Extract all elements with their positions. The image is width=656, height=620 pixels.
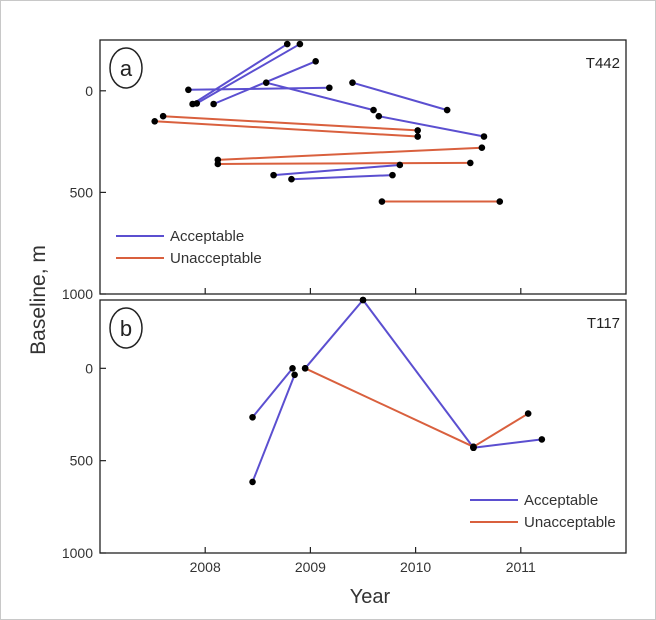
acquisition-point <box>349 79 356 86</box>
acquisition-point <box>467 159 474 167</box>
acceptable-pair-line <box>473 438 542 449</box>
unacceptable-pair-line <box>472 412 529 448</box>
plot-layer: 0 500 1000 a T442 Acceptable Unacceptable 0 500 1… <box>62 39 627 575</box>
acceptable-pair-line <box>304 299 364 369</box>
acquisition-point <box>480 133 488 140</box>
panel-label: a <box>120 56 133 81</box>
acquisition-point <box>270 171 277 179</box>
unacceptable-pair-line <box>154 120 418 138</box>
acquisition-point <box>185 86 192 94</box>
acquisition-point <box>375 112 383 120</box>
y-tick-label: 0 <box>85 360 93 376</box>
panel-label-badge <box>109 47 143 89</box>
x-tick-label: 2008 <box>190 559 221 575</box>
acquisition-point <box>496 198 504 205</box>
acquisition-point <box>538 436 546 443</box>
panel-label: b <box>120 316 132 341</box>
acquisition-point <box>289 365 296 372</box>
acceptable-pair-line <box>188 86 330 91</box>
acquisition-point <box>396 161 404 169</box>
x-axis-label: Year <box>350 586 391 608</box>
acquisition-point <box>312 58 319 65</box>
legend-label-acceptable: Acceptable <box>524 492 598 509</box>
acquisition-point <box>389 171 396 179</box>
x-tick-label: 2010 <box>400 559 431 575</box>
acquisition-point <box>301 365 309 372</box>
acquisition-point <box>478 144 486 151</box>
acceptable-pair-line <box>196 43 301 105</box>
acquisition-point <box>288 175 295 183</box>
panel-label-badge <box>109 307 143 349</box>
acquisition-point <box>291 371 298 379</box>
y-tick-label: 0 <box>85 83 93 99</box>
acquisition-point <box>249 478 256 486</box>
acceptable-pair-line <box>291 174 393 181</box>
unacceptable-pair-line <box>217 146 482 161</box>
acquisition-point <box>210 100 217 108</box>
acceptable-pair-line <box>378 115 485 138</box>
acceptable-pair-line <box>192 43 288 105</box>
acquisition-point <box>151 117 159 125</box>
acquisition-point <box>370 106 377 114</box>
acquisition-point <box>414 127 422 134</box>
y-tick-label: 1000 <box>62 545 93 561</box>
y-tick-label: 500 <box>70 453 94 469</box>
acquisition-point <box>524 410 532 417</box>
unacceptable-pair-line <box>304 367 474 448</box>
panel-a: 0 500 1000 a T442 Acceptable Unacceptable <box>62 39 627 302</box>
acquisition-point <box>262 79 270 86</box>
x-tick-label: 2009 <box>295 559 326 575</box>
acquisition-point <box>359 296 367 304</box>
x-tick-label: 2011 <box>506 559 536 575</box>
acquisition-point <box>378 198 386 205</box>
unacceptable-pair-line <box>163 115 418 132</box>
y-tick-label: 500 <box>70 184 94 200</box>
acceptable-pair-line <box>251 367 294 418</box>
y-axis-label: Baseline, m <box>27 245 50 355</box>
y-tick-label: 1000 <box>62 286 93 302</box>
acquisition-point <box>414 133 422 140</box>
acquisition-point <box>443 106 451 114</box>
legend-label-unacceptable: Unacceptable <box>524 514 616 531</box>
panel-track-title: T117 <box>587 315 620 332</box>
unacceptable-pair-line <box>217 161 471 165</box>
acquisition-point <box>193 100 201 107</box>
legend-label-acceptable: Acceptable <box>170 228 244 245</box>
acquisition-point <box>249 413 256 421</box>
legend-label-unacceptable: Unacceptable <box>170 250 262 267</box>
panel-b: 0 500 1000 2008 2009 2010 2011 b T117 Acceptable U… <box>62 296 627 575</box>
acquisition-point <box>283 40 291 48</box>
acquisition-point <box>214 160 222 168</box>
acquisition-point <box>296 40 304 48</box>
panel-frame <box>99 39 627 295</box>
acquisition-point <box>326 84 333 92</box>
acceptable-pair-line <box>265 81 374 112</box>
acquisition-point <box>159 112 167 120</box>
acceptable-pair-line <box>273 163 400 177</box>
acceptable-pair-line <box>251 374 296 483</box>
panel-track-title: T442 <box>586 55 620 72</box>
acquisition-point <box>470 443 477 451</box>
acceptable-pair-line <box>362 299 475 449</box>
acceptable-pair-line <box>352 81 448 112</box>
